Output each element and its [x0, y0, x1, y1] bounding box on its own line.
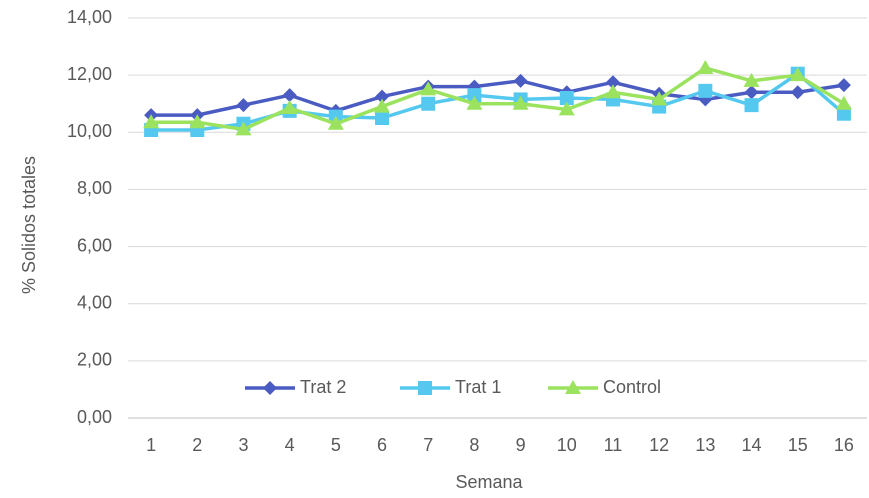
legend-label: Control	[603, 377, 661, 397]
marker	[374, 98, 391, 113]
legend-label: Trat 1	[455, 377, 501, 397]
y-tick-label: 6,00	[77, 235, 112, 255]
marker	[558, 101, 575, 116]
x-axis-label: Semana	[455, 472, 523, 492]
marker	[466, 95, 483, 110]
y-axis-label: % Solidos totales	[19, 156, 39, 294]
series-line	[151, 79, 845, 117]
y-tick-label: 8,00	[77, 178, 112, 198]
marker	[789, 67, 806, 82]
x-tick-label: 7	[423, 435, 433, 455]
marker	[835, 95, 852, 110]
marker	[327, 115, 344, 130]
y-tick-label: 4,00	[77, 292, 112, 312]
marker	[282, 88, 297, 103]
x-tick-label: 13	[695, 435, 715, 455]
marker	[559, 91, 574, 105]
marker	[512, 95, 529, 110]
marker	[744, 85, 759, 100]
x-tick-label: 9	[516, 435, 526, 455]
marker	[189, 114, 206, 129]
x-tick-label: 12	[649, 435, 669, 455]
legend-label: Trat 2	[300, 377, 346, 397]
x-tick-label: 1	[146, 435, 156, 455]
marker	[418, 381, 432, 395]
marker	[604, 84, 621, 99]
series-line	[151, 66, 845, 132]
y-tick-label: 14,00	[67, 7, 112, 27]
marker	[744, 98, 759, 113]
marker	[513, 73, 528, 88]
marker	[235, 121, 252, 136]
x-tick-label: 4	[285, 435, 295, 455]
x-tick-label: 3	[238, 435, 248, 455]
marker	[236, 98, 251, 113]
x-tick-label: 11	[604, 435, 623, 455]
y-tick-label: 12,00	[67, 64, 112, 84]
y-tick-label: 2,00	[77, 350, 112, 370]
marker	[698, 83, 713, 98]
marker	[375, 89, 390, 104]
y-tick-label: 0,00	[77, 407, 112, 427]
x-tick-label: 2	[192, 435, 202, 455]
x-tick-label: 10	[557, 435, 577, 455]
marker	[421, 96, 436, 111]
marker	[565, 380, 581, 394]
marker	[790, 85, 805, 100]
x-tick-label: 8	[469, 435, 479, 455]
marker	[281, 100, 298, 114]
x-tick-label: 16	[834, 435, 854, 455]
marker	[743, 72, 760, 87]
x-tick-label: 14	[742, 435, 762, 455]
marker	[697, 60, 714, 74]
marker	[836, 106, 851, 121]
marker	[605, 75, 620, 90]
y-tick-label: 10,00	[67, 121, 112, 141]
x-tick-label: 6	[377, 435, 387, 455]
marker	[420, 81, 437, 96]
marker	[263, 381, 277, 395]
marker	[467, 88, 482, 103]
marker	[651, 91, 668, 106]
x-tick-label: 5	[331, 435, 341, 455]
x-tick-label: 15	[788, 435, 808, 455]
marker	[375, 111, 390, 125]
marker	[143, 114, 160, 129]
marker	[836, 78, 851, 93]
